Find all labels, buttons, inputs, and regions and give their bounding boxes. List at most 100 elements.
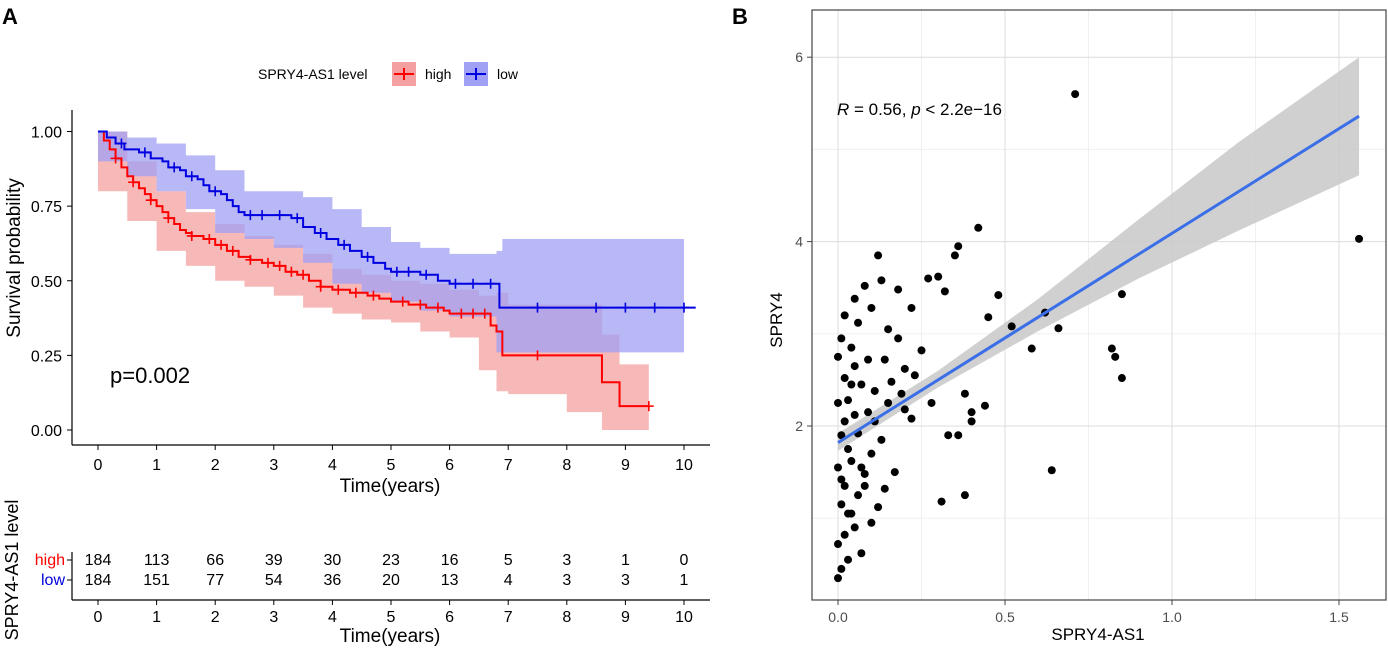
scatter-point (877, 276, 886, 285)
scatter-point (844, 509, 853, 518)
km-low-censor-mark (532, 302, 543, 313)
km-high-censor-mark (532, 350, 543, 361)
legend-label-low: low (497, 66, 519, 82)
scatter-point (844, 555, 853, 564)
km-y-tick-label: 0.25 (31, 348, 62, 365)
km-low-censor-mark (257, 210, 268, 221)
scatter-point (890, 468, 899, 477)
km-high-censor-mark (128, 177, 139, 188)
km-low-censor-mark (274, 210, 285, 221)
scatter-x-axis-title: SPRY4-AS1 (1051, 625, 1144, 644)
scatter-point (967, 417, 976, 426)
scatter-point (867, 449, 876, 458)
km-low-censor-mark (362, 251, 373, 262)
km-low-censor-mark (591, 302, 602, 313)
scatter-y-tick-label: 2 (795, 418, 803, 434)
scatter-point (1107, 344, 1116, 353)
km-x-tick-label: 5 (387, 457, 396, 474)
scatter-point (917, 346, 926, 355)
km-low-censor-mark (245, 210, 256, 221)
scatter-correlation-annotation: R = 0.56, p < 2.2e−16 (837, 100, 1002, 119)
risk-cell: 16 (441, 552, 459, 569)
km-low-censor-mark (139, 147, 150, 158)
annotation-p-text: < 2.2e−16 (921, 100, 1002, 119)
panel-b-label: B (732, 4, 748, 29)
km-y-axis-title: Survival probability (4, 178, 25, 338)
scatter-y-tick-label: 6 (795, 49, 803, 65)
km-high-censor-mark (110, 153, 121, 164)
scatter-point (834, 352, 842, 361)
km-p-value: p=0.002 (110, 363, 190, 388)
scatter-fit-ci-band (838, 57, 1360, 451)
risk-cell: 1 (680, 572, 689, 589)
scatter-point (874, 251, 883, 260)
scatter-point (1071, 90, 1080, 99)
km-high-censor-mark (333, 284, 344, 295)
scatter-point (870, 386, 879, 395)
risk-cell: 3 (562, 572, 571, 589)
scatter-point (1111, 352, 1120, 361)
risk-x-tick-label: 4 (328, 609, 337, 626)
km-x-tick-label: 0 (94, 457, 103, 474)
scatter-point (907, 303, 916, 312)
km-high-censor-mark (315, 281, 326, 292)
scatter-point (954, 242, 963, 251)
km-high-censor-mark (468, 308, 479, 319)
km-x-axis-title: Time(years) (340, 476, 441, 497)
km-y-tick-label: 0.75 (31, 199, 62, 216)
km-high-censor-mark (298, 269, 309, 280)
scatter-point (994, 291, 1003, 300)
risk-cell: 30 (324, 552, 342, 569)
km-low-censor-mark (468, 278, 479, 289)
legend-key-low-line (466, 68, 486, 80)
scatter-point (867, 518, 876, 527)
km-x-tick-label: 7 (504, 457, 513, 474)
scatter-point (900, 364, 909, 373)
scatter-point (837, 431, 846, 440)
risk-row-label-high: high (35, 552, 65, 569)
scatter-point (857, 549, 866, 558)
risk-table: SPRY4-AS1 level high 184 113 66 39 30 23 16 5 3 1 0l… (2, 500, 710, 647)
risk-x-axis-title: Time(years) (340, 626, 441, 647)
km-low-censor-mark (116, 138, 127, 149)
scatter-y-tick-label: 4 (795, 234, 803, 250)
panel-a-label: A (2, 4, 18, 29)
km-low-ci-band (98, 131, 684, 353)
scatter-point (837, 564, 846, 573)
scatter-point (880, 484, 889, 493)
scatter-point (934, 272, 943, 281)
risk-x-tick-label: 2 (211, 609, 220, 626)
scatter-point (880, 355, 889, 364)
risk-x-tick-label: 9 (621, 609, 630, 626)
scatter-x-tick-label: 0.5 (995, 609, 1015, 625)
scatter-plot: 2 4 6 0.0 0.5 1.0 1.5 SPRY4-AS1 SPRY4 R = 0.56, p… (767, 9, 1387, 644)
scatter-point (894, 334, 903, 343)
scatter-point (897, 389, 906, 398)
risk-x-tick-label: 10 (675, 609, 693, 626)
scatter-point (887, 377, 896, 386)
scatter-point (884, 398, 893, 407)
km-high-censor-mark (643, 401, 654, 412)
risk-cell: 23 (382, 552, 400, 569)
scatter-point (984, 313, 993, 322)
scatter-point (910, 371, 919, 380)
km-low-censor-mark (292, 213, 303, 224)
km-y-tick-label: 0.50 (31, 274, 62, 291)
km-low-censor-mark (421, 269, 432, 280)
scatter-point (850, 362, 859, 371)
km-low-censor-mark (391, 266, 402, 277)
scatter-point (854, 491, 863, 500)
scatter-point (847, 457, 856, 466)
km-low-censor-mark (485, 278, 496, 289)
risk-cell: 3 (562, 552, 571, 569)
scatter-point (1054, 324, 1063, 333)
km-high-censor-mark (186, 230, 197, 241)
scatter-point (937, 497, 946, 506)
km-high-censor-mark (245, 254, 256, 265)
risk-x-tick-label: 5 (387, 609, 396, 626)
scatter-y-axis-title: SPRY4 (767, 292, 786, 347)
km-low-censor-mark (450, 278, 461, 289)
km-high-censor-mark (274, 260, 285, 271)
